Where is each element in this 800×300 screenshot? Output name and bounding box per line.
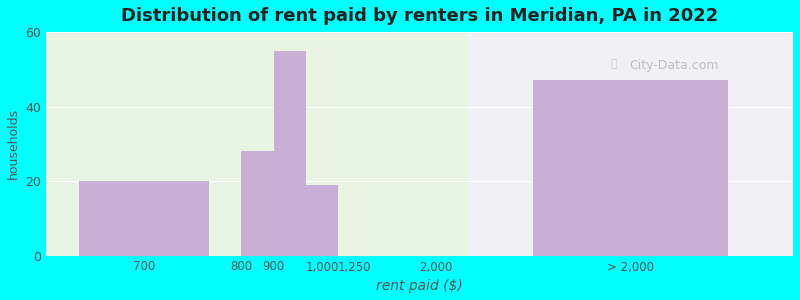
X-axis label: rent paid ($): rent paid ($)	[376, 279, 463, 293]
Y-axis label: households: households	[7, 108, 20, 179]
Bar	[274, 51, 306, 256]
Title: Distribution of rent paid by renters in Meridian, PA in 2022: Distribution of rent paid by renters in …	[121, 7, 718, 25]
Bar	[78, 181, 209, 256]
Text: 🔍: 🔍	[610, 59, 617, 69]
Bar	[468, 32, 800, 256]
Bar	[241, 151, 274, 256]
Bar	[534, 80, 728, 256]
Bar	[306, 185, 338, 256]
Text: City-Data.com: City-Data.com	[629, 59, 718, 72]
